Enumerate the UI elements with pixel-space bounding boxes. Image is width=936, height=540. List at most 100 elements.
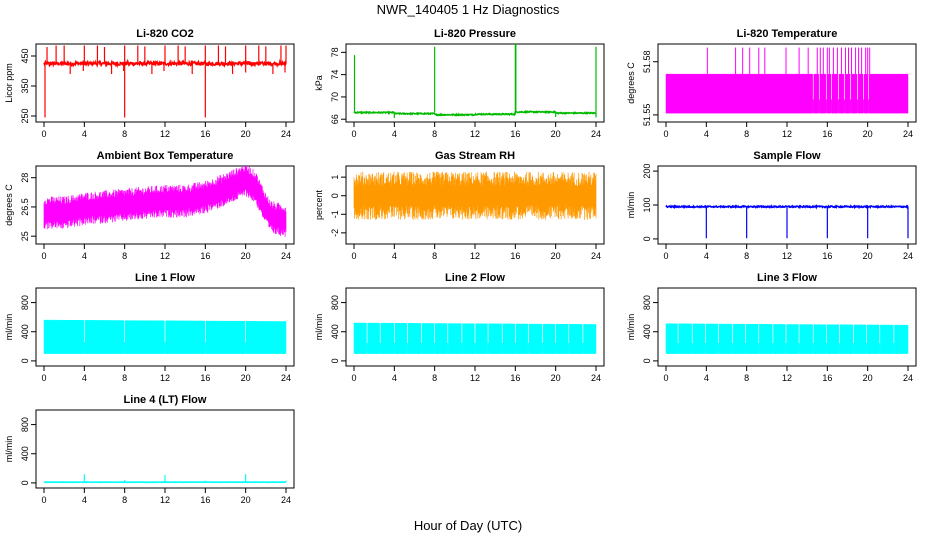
panel-title: Line 4 (LT) Flow (124, 394, 207, 406)
data-band (732, 323, 746, 354)
chart-line1: Line 1 Flow 0 4 8 12 16 20 24 0 400 800 ml/min (4, 272, 295, 383)
data-band (831, 73, 839, 114)
x-tick-label: 16 (510, 251, 520, 261)
x-tick-label: 20 (241, 373, 251, 383)
data-band (665, 73, 813, 114)
y-tick-label: 800 (642, 295, 652, 310)
y-axis-label: ml/min (626, 314, 636, 341)
x-tick-label: 4 (82, 495, 87, 505)
x-tick-label: 8 (744, 251, 749, 261)
x-tick-label: 12 (160, 251, 170, 261)
data-band (759, 324, 773, 354)
x-tick-label: 24 (903, 251, 913, 261)
x-tick-label: 16 (200, 251, 210, 261)
y-tick-label: 800 (20, 417, 30, 432)
y-tick-label: 400 (330, 324, 340, 339)
data-band (502, 323, 515, 354)
data-band (475, 323, 488, 354)
series-ambient (43, 166, 287, 238)
panel-title: Li-820 Temperature (737, 28, 838, 40)
y-tick-label: 0 (330, 358, 340, 363)
y-axis-label: degrees C (4, 184, 14, 226)
series-line2 (353, 322, 597, 354)
x-tick-label: 4 (392, 129, 397, 139)
x-tick-label: 20 (863, 373, 873, 383)
data-band (246, 321, 287, 354)
data-band (84, 320, 125, 354)
x-tick-label: 20 (241, 129, 251, 139)
y-tick-label: 250 (20, 108, 30, 123)
chart-rh: Gas Stream RH 0 4 8 12 16 20 24 -2 -1 0 1 percent (314, 150, 605, 261)
x-tick-label: 12 (470, 129, 480, 139)
x-tick-label: 12 (160, 495, 170, 505)
x-tick-label: 8 (432, 129, 437, 139)
y-axis-label: percent (314, 189, 324, 220)
data-band (813, 324, 826, 354)
data-band (407, 323, 422, 354)
data-band (692, 323, 705, 354)
y-axis-label: degrees C (626, 62, 636, 104)
data-band (380, 322, 394, 354)
panel-title: Gas Stream RH (435, 150, 515, 162)
x-tick-label: 4 (82, 251, 87, 261)
y-tick-label: 0 (642, 358, 652, 363)
chart-temp: Li-820 Temperature 0 4 8 12 16 20 24 51.55 51.58 d… (626, 28, 917, 139)
x-tick-label: 4 (82, 129, 87, 139)
data-band (205, 320, 246, 354)
x-tick-label: 8 (122, 129, 127, 139)
y-tick-label: 51.58 (642, 50, 652, 73)
data-band (448, 323, 462, 354)
data-band (542, 323, 556, 354)
panel-title: Ambient Box Temperature (97, 150, 234, 162)
x-tick-label: 0 (663, 129, 668, 139)
data-band (826, 73, 832, 114)
x-tick-label: 12 (470, 373, 480, 383)
series-line3 (665, 323, 909, 354)
x-tick-label: 4 (704, 373, 709, 383)
y-tick-label: 800 (330, 295, 340, 310)
data-band (773, 324, 786, 354)
data-band (569, 324, 583, 354)
data-band (583, 324, 597, 354)
data-line (353, 109, 596, 117)
x-tick-label: 4 (704, 251, 709, 261)
y-axis-label: ml/min (4, 314, 14, 341)
y-tick-label: 1 (330, 175, 340, 180)
x-tick-label: 24 (591, 129, 601, 139)
y-tick-label: 200 (642, 164, 652, 179)
x-tick-label: 20 (551, 373, 561, 383)
x-tick-label: 24 (591, 251, 601, 261)
data-band (786, 324, 799, 354)
y-tick-label: 70 (330, 92, 340, 102)
y-tick-label: 400 (20, 324, 30, 339)
panel-title: Line 2 Flow (445, 272, 505, 284)
series-co2 (43, 45, 287, 118)
x-tick-label: 8 (744, 373, 749, 383)
x-tick-label: 12 (782, 373, 792, 383)
x-tick-label: 0 (663, 373, 668, 383)
x-tick-label: 4 (392, 251, 397, 261)
data-band (394, 322, 408, 354)
x-tick-label: 16 (200, 373, 210, 383)
data-band (826, 324, 840, 354)
y-tick-label: 26.5 (20, 198, 30, 216)
data-band (867, 324, 880, 354)
y-tick-label: 28 (20, 173, 30, 183)
data-line (665, 204, 909, 210)
chart-line2: Line 2 Flow 0 4 8 12 16 20 24 0 400 800 ml/min (314, 272, 605, 383)
y-tick-label: 100 (642, 197, 652, 212)
y-axis-label: ml/min (4, 436, 14, 463)
data-band (125, 320, 165, 354)
y-axis-label: kPa (314, 75, 324, 91)
data-band (705, 323, 719, 354)
data-band (813, 73, 819, 114)
x-tick-label: 0 (663, 251, 668, 261)
data-band (853, 324, 867, 354)
data-band (665, 323, 678, 354)
y-tick-label: 0 (20, 358, 30, 363)
x-tick-label: 8 (122, 251, 127, 261)
data-band (799, 324, 813, 354)
data-band (819, 73, 826, 114)
x-tick-label: 12 (160, 129, 170, 139)
x-tick-label: 20 (551, 251, 561, 261)
